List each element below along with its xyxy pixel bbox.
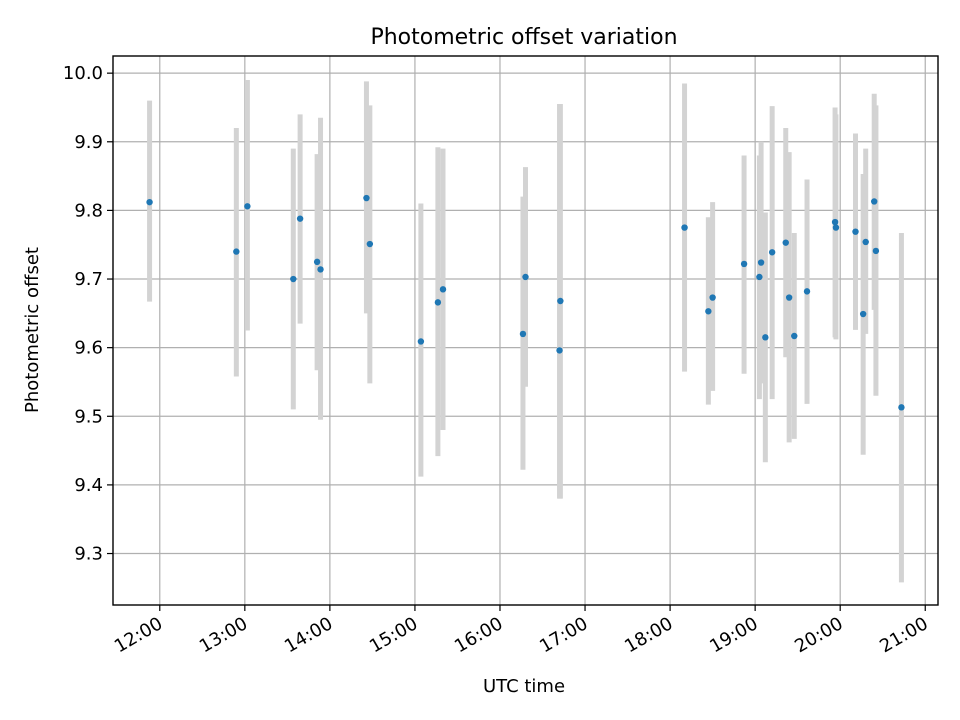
data-point bbox=[872, 247, 880, 255]
chart-title: Photometric offset variation bbox=[370, 25, 677, 50]
data-point bbox=[417, 338, 425, 345]
data-point bbox=[363, 194, 370, 202]
data-point bbox=[290, 275, 297, 283]
data-point bbox=[439, 286, 447, 293]
data-point bbox=[791, 332, 798, 340]
y-axis-ticks: 9.3 9.4 9.5 9.6 9.7 9.8 9.9 10.0 bbox=[63, 63, 113, 565]
data-point bbox=[705, 308, 712, 315]
data-point bbox=[681, 224, 688, 231]
data-point bbox=[871, 198, 878, 205]
y-tick-label: 9.5 bbox=[74, 406, 103, 427]
data-point bbox=[313, 258, 321, 266]
data-point bbox=[862, 238, 869, 246]
data-point bbox=[434, 299, 442, 306]
y-tick-label: 9.4 bbox=[74, 475, 103, 496]
data-points bbox=[146, 194, 905, 411]
data-point bbox=[803, 288, 811, 295]
data-point bbox=[898, 404, 905, 411]
data-point bbox=[756, 273, 763, 281]
data-point bbox=[296, 215, 304, 222]
data-point bbox=[519, 330, 527, 338]
data-point bbox=[557, 297, 564, 305]
y-tick-label: 9.6 bbox=[74, 338, 103, 359]
plot-frame bbox=[112, 55, 939, 606]
data-point bbox=[556, 347, 563, 354]
data-point bbox=[522, 273, 529, 281]
data-point bbox=[782, 239, 789, 246]
data-point bbox=[317, 266, 324, 273]
data-point bbox=[785, 294, 793, 301]
y-tick-label: 9.7 bbox=[74, 269, 103, 290]
data-point bbox=[757, 259, 765, 266]
data-point bbox=[146, 198, 153, 206]
x-axis-label: UTC time bbox=[483, 676, 565, 697]
data-point bbox=[852, 228, 859, 235]
y-tick-label: 10.0 bbox=[63, 63, 103, 84]
data-point bbox=[709, 294, 716, 301]
data-point bbox=[233, 248, 240, 255]
y-tick-label: 9.8 bbox=[74, 200, 103, 221]
y-axis-label: Photometric offset bbox=[22, 247, 43, 413]
data-point bbox=[740, 260, 748, 268]
y-tick-label: 9.9 bbox=[74, 132, 103, 153]
data-point bbox=[762, 334, 769, 341]
data-point bbox=[244, 203, 251, 210]
data-point bbox=[831, 218, 839, 226]
data-point bbox=[366, 240, 374, 248]
data-point bbox=[859, 310, 867, 318]
data-point bbox=[768, 249, 776, 256]
y-tick-label: 9.3 bbox=[74, 544, 103, 565]
data-point bbox=[832, 224, 840, 231]
